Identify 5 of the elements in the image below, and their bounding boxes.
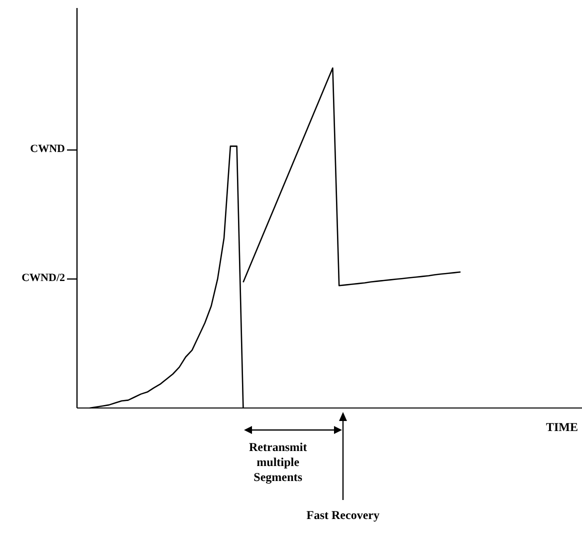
text: Fast Recovery <box>306 508 380 523</box>
text: CWND <box>29 142 65 157</box>
x-axis-title: TIME <box>544 420 578 435</box>
text: Retransmit multiple Segments <box>248 440 308 485</box>
text: CWND/2 <box>20 271 65 286</box>
